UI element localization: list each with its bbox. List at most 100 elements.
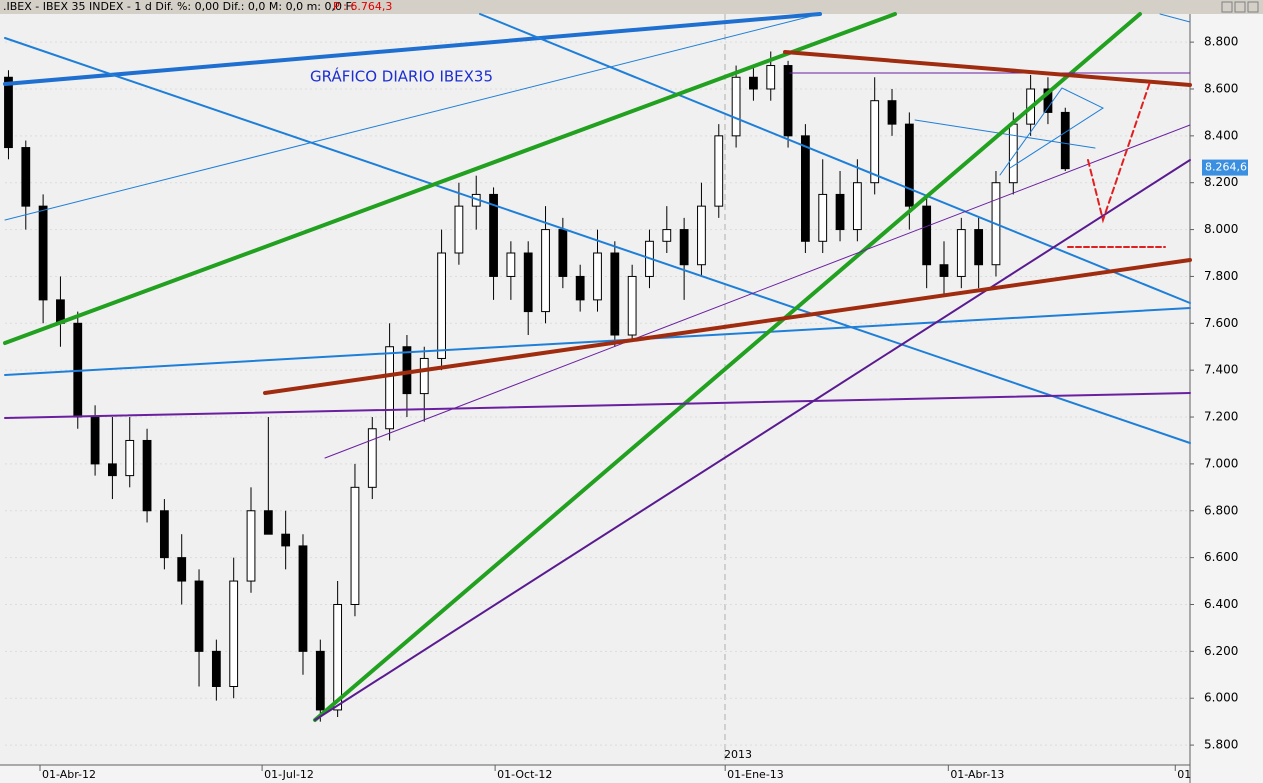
candle-body	[229, 580, 239, 688]
candle-body	[714, 135, 724, 207]
trendline	[4, 13, 821, 221]
candle-body	[177, 557, 187, 582]
candle-body	[922, 205, 932, 266]
x-tick-label: 01-Jul-12	[264, 768, 314, 781]
candle-body	[108, 463, 117, 477]
candle-body	[298, 545, 308, 652]
y-tick-label: 6.000	[1204, 691, 1238, 705]
last-price-box	[1202, 159, 1248, 176]
y-tick-label: 7.600	[1204, 316, 1238, 330]
trendline	[324, 124, 1191, 459]
candle-body	[523, 252, 533, 313]
trendline	[4, 392, 1191, 419]
y-tick-label: 8.000	[1204, 222, 1238, 236]
candle-body	[1043, 88, 1053, 113]
candle-body	[38, 205, 48, 301]
candle-body	[159, 510, 169, 559]
x-axis-area	[0, 765, 1190, 783]
candle-body	[887, 100, 897, 125]
candle-body	[211, 650, 221, 688]
candle-body	[506, 252, 516, 277]
candle-body	[194, 580, 204, 652]
candle-body	[974, 229, 984, 266]
toolbar	[0, 0, 1263, 14]
trendline	[479, 13, 1191, 304]
candle-body	[939, 264, 949, 277]
trendlines	[3, 12, 1192, 722]
x-tick-label: 01-Abr-13	[950, 768, 1004, 781]
window-button[interactable]	[1221, 1, 1233, 13]
candle-body	[610, 252, 620, 336]
candle-body	[315, 650, 325, 711]
candle-body	[558, 229, 568, 277]
candle-body	[766, 65, 776, 90]
chart-title: GRÁFICO DIARIO IBEX35	[310, 67, 493, 86]
y-tick-label: 7.200	[1204, 410, 1238, 424]
y-tick-label: 7.000	[1204, 456, 1238, 470]
candle-body	[125, 439, 135, 477]
y-tick-label: 5.800	[1204, 738, 1238, 752]
trendline	[999, 87, 1105, 176]
window-button[interactable]	[1234, 1, 1246, 13]
y-tick-label: 8.400	[1204, 128, 1238, 142]
candle-body	[575, 275, 585, 301]
candle-body	[852, 182, 862, 231]
y-tick-label: 8.600	[1204, 81, 1238, 95]
trendline	[1159, 13, 1191, 23]
trendline	[4, 307, 1191, 376]
candle-body	[749, 76, 758, 90]
trendline	[314, 159, 1191, 721]
y-tick-label: 6.400	[1204, 597, 1238, 611]
trendline	[783, 50, 1192, 87]
window-button[interactable]	[1247, 1, 1259, 13]
candle-body	[783, 65, 793, 137]
y-tick-label: 8.200	[1204, 175, 1238, 189]
candle-body	[1060, 111, 1070, 170]
x-tick-label: 01	[1177, 768, 1191, 781]
toolbar-price: P : 6.764,3	[333, 0, 392, 13]
candle-body	[956, 229, 966, 277]
trendline	[313, 12, 1142, 722]
candle-body	[4, 76, 13, 149]
candle-body	[367, 428, 377, 488]
y-tick-label: 6.200	[1204, 644, 1238, 658]
candle-body	[90, 416, 100, 465]
candle-body	[402, 346, 412, 395]
candle-body	[263, 510, 273, 535]
x-tick-label: 01-Abr-12	[42, 768, 96, 781]
trendline	[914, 119, 1096, 149]
candle-body	[21, 147, 31, 207]
candle-body	[489, 193, 498, 277]
candles	[4, 41, 1190, 746]
candle-body	[627, 275, 637, 336]
candle-body	[454, 205, 464, 254]
x-tick-label: 01-Oct-12	[497, 768, 552, 781]
y-tick-label: 8.800	[1204, 35, 1238, 49]
candle-body	[835, 193, 845, 231]
y-tick-label: 6.800	[1204, 503, 1238, 517]
candle-body	[679, 229, 689, 266]
candle-body	[731, 76, 741, 137]
candle-body	[419, 357, 429, 395]
y-axis-area	[1190, 14, 1263, 783]
trendline	[3, 12, 822, 86]
candle-body	[437, 252, 446, 359]
trendline	[4, 37, 1191, 444]
candle-body	[541, 229, 550, 313]
y-tick-label: 6.600	[1204, 550, 1238, 564]
candle-body	[593, 252, 602, 301]
candle-body	[142, 439, 152, 512]
candle-body	[246, 510, 256, 582]
projection	[1087, 81, 1151, 224]
candle-body	[1008, 123, 1018, 184]
year-label: 2013	[724, 748, 752, 761]
last-price-label: 8.264,6	[1205, 161, 1247, 174]
candle-body	[800, 135, 810, 242]
y-tick-label: 7.800	[1204, 269, 1238, 283]
candle-body	[818, 193, 828, 242]
candle-body	[281, 533, 291, 547]
candle-body	[904, 123, 914, 207]
